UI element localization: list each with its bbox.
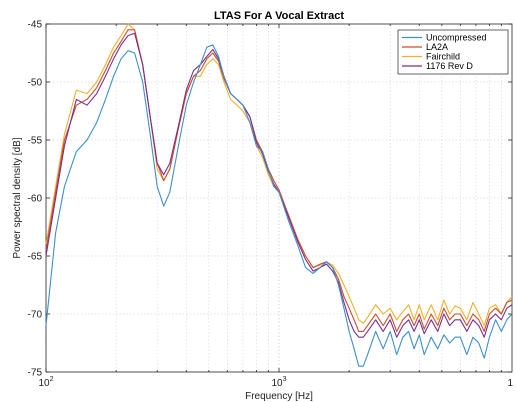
- y-tick-label: -50: [28, 78, 43, 89]
- x-tick-label: 102: [38, 376, 53, 389]
- y-axis-label: Power spectral density [dB]: [12, 137, 23, 258]
- series-line-1176-rev-d: [45, 32, 513, 338]
- y-tick-label: -45: [28, 20, 43, 31]
- series-line-uncompressed: [45, 44, 513, 367]
- legend-label: 1176 Rev D: [426, 61, 473, 71]
- x-tick-label: 1: [507, 378, 513, 389]
- x-tick-label: 103: [271, 376, 286, 389]
- legend-label: Fairchild: [426, 52, 460, 62]
- series-lines: [45, 23, 513, 367]
- y-tick-label: -55: [28, 136, 43, 147]
- chart-title: LTAS For A Vocal Extract: [214, 10, 344, 22]
- y-tick-label: -60: [28, 194, 43, 205]
- legend-label: LA2A: [426, 42, 448, 52]
- y-tick-label: -70: [28, 310, 43, 321]
- legend-label: Uncompressed: [426, 33, 487, 43]
- x-axis-label: Frequency [Hz]: [245, 391, 313, 402]
- y-tick-label: -75: [28, 368, 43, 379]
- y-tick-label: -65: [28, 252, 43, 263]
